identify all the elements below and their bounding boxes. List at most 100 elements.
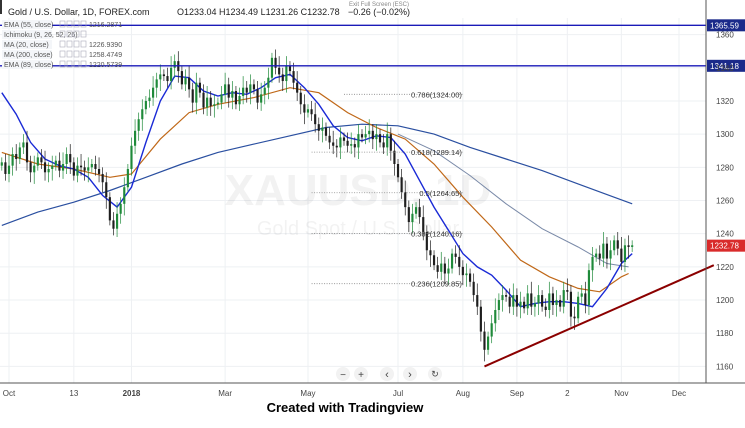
candle-body (22, 142, 25, 148)
x-tick-label: Aug (456, 389, 470, 398)
x-tick-label: Nov (614, 389, 628, 398)
indicator-option-icon[interactable] (73, 40, 80, 48)
y-tick-label: 1360 (716, 31, 734, 40)
candle-body (389, 134, 392, 151)
y-tick-label: 1320 (716, 97, 734, 106)
candle-body (620, 248, 623, 262)
candle-body (562, 290, 565, 307)
candle-body (486, 336, 490, 350)
candle-body (231, 91, 234, 98)
y-tick-label: 1220 (716, 263, 734, 272)
candle-body (148, 97, 151, 101)
candle-body (173, 61, 176, 68)
candle-body (584, 293, 587, 306)
candle-body (476, 295, 479, 307)
y-tick-label: 1240 (716, 230, 734, 239)
indicator-option-icon[interactable] (80, 20, 87, 28)
indicator-label: EMA (89, close) (4, 62, 53, 69)
candle-body (357, 134, 360, 148)
candle-body (371, 130, 374, 140)
candle-body (541, 295, 544, 307)
indicator-option-icon[interactable] (80, 50, 87, 58)
candle-body (440, 263, 443, 272)
candle-body (429, 250, 432, 256)
candle-body (202, 92, 205, 108)
candle-body (274, 57, 277, 68)
candle-body (133, 130, 137, 146)
candle-body (494, 310, 497, 324)
candle-body (566, 290, 569, 292)
indicator-option-icon[interactable] (66, 50, 73, 58)
candle-body (569, 291, 573, 317)
candle-body (335, 145, 338, 148)
scroll-back-button[interactable]: ‹ (380, 367, 394, 381)
zoom-in-button[interactable]: + (354, 367, 368, 381)
header-title: Gold / U.S. Dollar, 1D, FOREX.com (8, 7, 150, 17)
support-trendline (484, 264, 715, 368)
candle-body (162, 74, 165, 77)
candle-body (523, 301, 526, 309)
candle-body (36, 157, 39, 166)
candle-body (393, 150, 396, 164)
candle-body (364, 134, 367, 138)
x-tick-label: 2 (565, 389, 570, 398)
candle-body (209, 97, 212, 106)
indicator-row-bg (2, 50, 52, 59)
candle-body (15, 154, 18, 160)
price-tag-label: 1365.59 (710, 21, 739, 30)
axes: 1160 1180 1200 1220 1240 1260 1280 1300 1320 1340… (0, 0, 745, 398)
indicator-option-icon[interactable] (73, 60, 80, 68)
zoom-out-button[interactable]: − (336, 367, 350, 381)
candle-body (342, 137, 346, 141)
indicator-option-icon[interactable] (66, 20, 73, 28)
candle-body (386, 134, 389, 148)
candle-body (11, 154, 14, 166)
candle-body (519, 301, 522, 307)
candle-body (115, 213, 119, 229)
reset-chart-button[interactable]: ↻ (428, 367, 442, 381)
candle-body (339, 137, 342, 148)
indicator-option-icon[interactable] (80, 60, 87, 68)
indicator-option-icon[interactable] (66, 30, 73, 38)
fib-level-label: 0.618(1289.14) (411, 148, 462, 157)
candle-body (400, 177, 403, 193)
candle-body (119, 203, 122, 214)
indicator-option-icon[interactable] (66, 60, 73, 68)
candle-body (144, 100, 147, 110)
indicator-option-icon[interactable] (80, 40, 87, 48)
candle-body (166, 76, 169, 82)
candle-body (483, 331, 486, 350)
candle-body (227, 84, 230, 98)
candle-body (130, 145, 133, 169)
candle-body (321, 127, 324, 131)
candle-body (7, 165, 11, 174)
candle-body (411, 213, 414, 223)
indicator-option-icon[interactable] (59, 60, 66, 68)
indicator-option-icon[interactable] (59, 40, 66, 48)
indicator-option-icon[interactable] (66, 40, 73, 48)
candle-body (112, 220, 115, 229)
candle-body (288, 66, 292, 72)
indicator-row-bg (2, 20, 52, 29)
candle-body (58, 160, 61, 171)
indicator-option-icon[interactable] (73, 50, 80, 58)
indicator-option-icon[interactable] (73, 20, 80, 28)
candle-body (292, 71, 295, 83)
candle-body (252, 84, 256, 90)
y-tick-label: 1340 (716, 64, 734, 73)
candle-body (152, 87, 155, 98)
candle-body (605, 243, 609, 259)
exit-fullscreen-hint[interactable]: Exit Full Screen (ESC) (349, 2, 409, 8)
scroll-forward-button[interactable]: › (403, 367, 417, 381)
candle-body (137, 119, 140, 131)
indicator-label: MA (200, close) (4, 52, 53, 59)
indicator-option-icon[interactable] (59, 30, 66, 38)
indicator-option-icon[interactable] (73, 30, 80, 38)
indicator-option-icon[interactable] (59, 20, 66, 28)
fib-level-label: 0.382(1240.16) (411, 229, 462, 238)
y-tick-label: 1180 (716, 329, 734, 338)
indicator-option-icon[interactable] (59, 50, 66, 58)
indicator-option-icon[interactable] (80, 30, 87, 38)
